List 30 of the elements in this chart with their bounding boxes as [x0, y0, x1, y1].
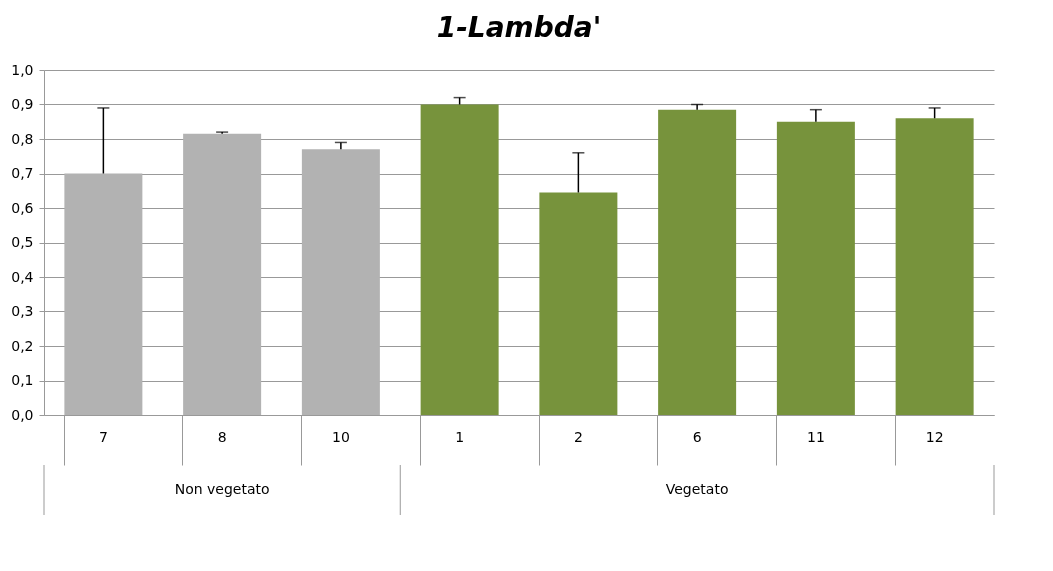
x-tick-label: 1 [455, 428, 465, 445]
bar [183, 133, 262, 415]
bar [895, 118, 974, 415]
chart-title: 1-Lambda' [436, 11, 602, 44]
y-tick-label: 0,1 [11, 372, 34, 388]
x-tick-label: 12 [925, 428, 944, 445]
y-tick-label: 0,3 [11, 303, 34, 319]
x-tick-label: 11 [806, 428, 825, 445]
y-tick-label: 0,2 [11, 337, 34, 354]
bar [420, 104, 499, 415]
bar [64, 173, 143, 415]
text: Vegetato [665, 481, 729, 497]
x-tick-label: 2 [573, 428, 583, 445]
y-tick-label: 0,8 [11, 130, 34, 147]
y-tick-label: 0,7 [11, 165, 34, 181]
y-tick-label: 0,6 [11, 199, 34, 216]
y-tick-label: 1,0 [11, 61, 34, 78]
y-tick-label: 0,5 [11, 234, 34, 250]
x-tick-label: 7 [98, 428, 108, 445]
x-tick-label: 6 [692, 428, 702, 445]
bar [301, 149, 380, 415]
y-tick-label: 0,9 [11, 96, 34, 112]
bar [539, 192, 618, 415]
text: Non vegetato [174, 481, 270, 497]
y-tick-label: 0,0 [11, 406, 34, 423]
y-tick-label: 0,4 [11, 268, 34, 285]
bar [658, 109, 737, 415]
x-tick-label: 8 [217, 428, 227, 445]
x-tick-label: 10 [331, 428, 350, 445]
bar [776, 121, 855, 415]
